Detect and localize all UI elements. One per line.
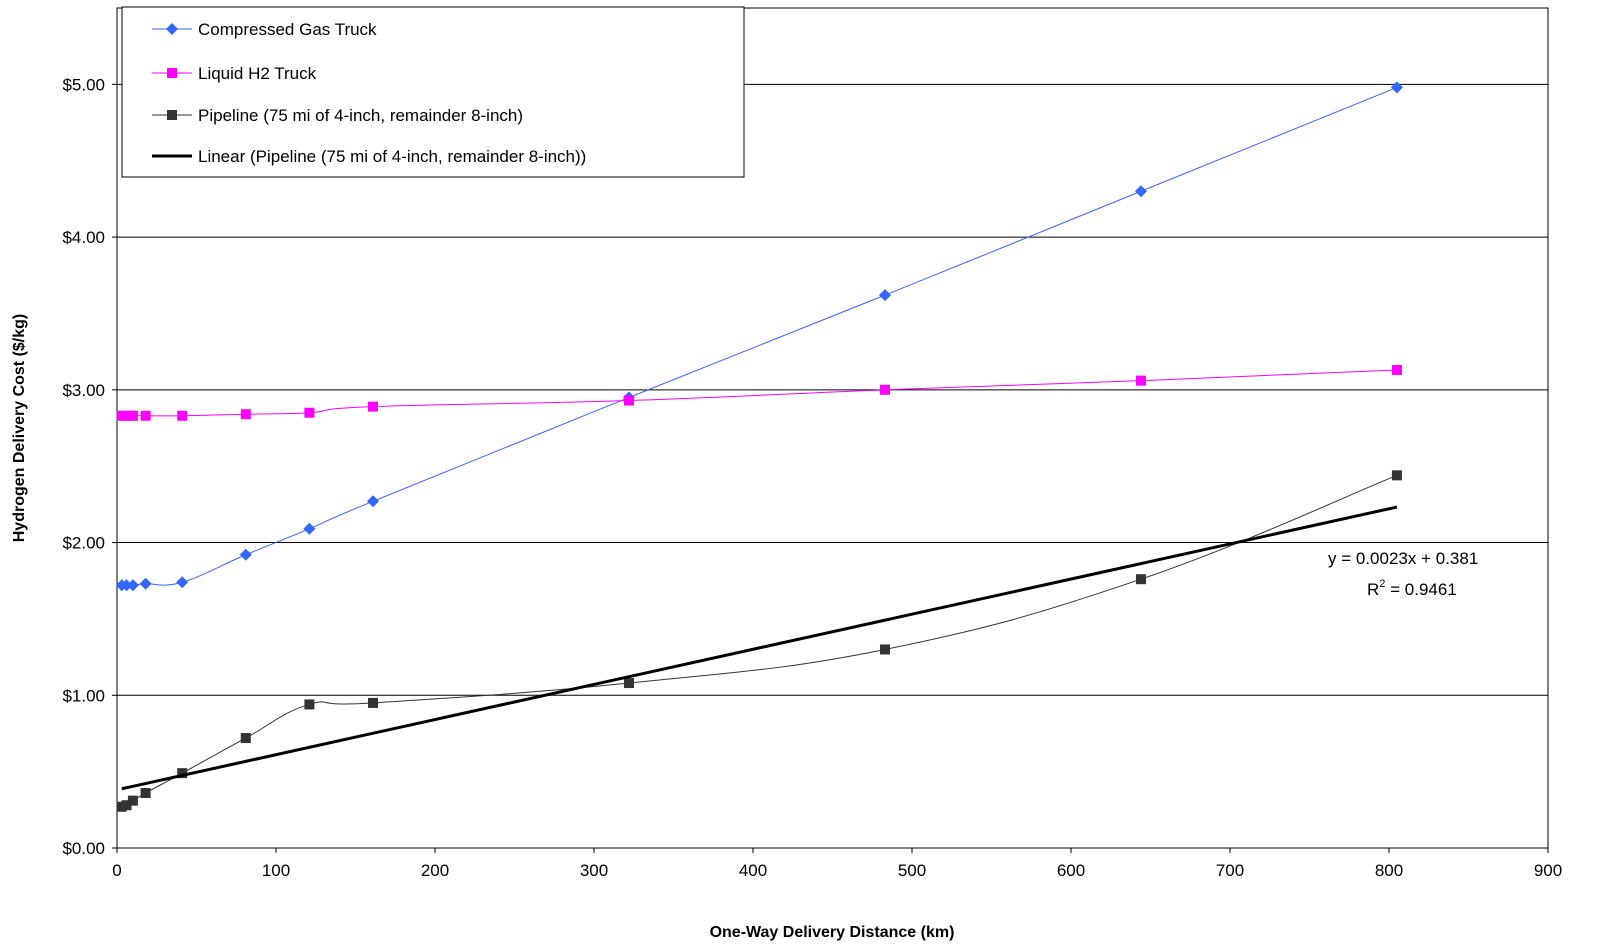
data-point bbox=[127, 795, 138, 806]
data-point bbox=[177, 410, 188, 421]
series-compressed-gas-truck bbox=[115, 81, 1403, 592]
data-point bbox=[303, 522, 316, 535]
data-point bbox=[366, 495, 379, 508]
legend-label: Linear (Pipeline (75 mi of 4-inch, remai… bbox=[198, 147, 586, 166]
series-liquid-h2-truck bbox=[116, 364, 1402, 421]
y-axis-title: Hydrogen Delivery Cost ($/kg) bbox=[11, 314, 28, 543]
data-point bbox=[239, 548, 252, 561]
y-tick-label: $1.00 bbox=[62, 686, 105, 705]
legend-item-linear-pipeline: Linear (Pipeline (75 mi of 4-inch, remai… bbox=[152, 147, 586, 166]
diamond-marker-icon bbox=[166, 23, 178, 35]
data-point bbox=[127, 410, 138, 421]
data-point bbox=[304, 407, 315, 418]
data-point bbox=[140, 410, 151, 421]
x-tick-label: 400 bbox=[739, 861, 767, 880]
trendline-equation-label: y = 0.0023x + 0.381 R2 = 0.9461 bbox=[1328, 549, 1478, 599]
data-point bbox=[1134, 185, 1147, 198]
data-point bbox=[879, 644, 890, 655]
data-point bbox=[1390, 81, 1403, 94]
series-line bbox=[121, 474, 1398, 808]
data-point bbox=[1135, 375, 1146, 386]
y-tick-label: $3.00 bbox=[62, 381, 105, 400]
data-point bbox=[304, 699, 315, 710]
legend: Compressed Gas Truck Liquid H2 Truck Pip… bbox=[121, 6, 745, 178]
data-point bbox=[1391, 364, 1402, 375]
x-tick-label: 200 bbox=[421, 861, 449, 880]
series-pipeline bbox=[116, 470, 1402, 812]
plot-area-border bbox=[116, 7, 1549, 849]
square-marker-icon bbox=[167, 110, 177, 120]
y-tick-label: $2.00 bbox=[62, 534, 105, 553]
data-point bbox=[1391, 470, 1402, 481]
data-point bbox=[1135, 574, 1146, 585]
data-point bbox=[140, 788, 151, 799]
x-tick-label: 700 bbox=[1216, 861, 1244, 880]
legend-label: Pipeline (75 mi of 4-inch, remainder 8-i… bbox=[198, 106, 523, 125]
trendline-equation: y = 0.0023x + 0.381 bbox=[1328, 549, 1478, 568]
data-point bbox=[623, 395, 634, 406]
trendline-r-squared: R2 = 0.9461 bbox=[1367, 578, 1457, 599]
legend-item-compressed-gas-truck: Compressed Gas Truck bbox=[152, 20, 377, 39]
x-axis-title: One-Way Delivery Distance (km) bbox=[710, 924, 955, 941]
data-point bbox=[878, 289, 891, 302]
series-layer bbox=[115, 81, 1403, 812]
square-marker-icon bbox=[167, 68, 177, 78]
data-point bbox=[367, 697, 378, 708]
data-point bbox=[623, 678, 634, 689]
y-tick-label: $5.00 bbox=[62, 75, 105, 94]
trendline-layer bbox=[121, 505, 1398, 791]
legend-box bbox=[121, 6, 745, 178]
y-tick-label: $0.00 bbox=[62, 839, 105, 858]
legend-label: Compressed Gas Truck bbox=[198, 20, 377, 39]
x-tick-label: 100 bbox=[262, 861, 290, 880]
data-point bbox=[126, 579, 139, 592]
data-point bbox=[139, 577, 152, 590]
data-point bbox=[367, 401, 378, 412]
data-point bbox=[176, 576, 189, 589]
data-point bbox=[120, 579, 133, 592]
x-tick-label: 600 bbox=[1057, 861, 1085, 880]
axes: $0.00 $1.00 $2.00 $3.00 $4.00 $5.00 0 100 200 300… bbox=[62, 7, 1562, 880]
x-tick-label: 800 bbox=[1375, 861, 1403, 880]
y-tick-label: $4.00 bbox=[62, 228, 105, 247]
legend-label: Liquid H2 Truck bbox=[198, 64, 317, 83]
x-tick-label: 500 bbox=[898, 861, 926, 880]
data-point bbox=[121, 410, 132, 421]
data-point bbox=[240, 733, 251, 744]
data-point bbox=[240, 409, 251, 420]
data-point bbox=[177, 768, 188, 779]
data-point bbox=[121, 800, 132, 811]
x-tick-label: 300 bbox=[580, 861, 608, 880]
legend-item-liquid-h2-truck: Liquid H2 Truck bbox=[152, 64, 317, 83]
trendline bbox=[121, 505, 1398, 791]
x-tick-label: 900 bbox=[1534, 861, 1562, 880]
data-point bbox=[879, 384, 890, 395]
x-tick-label: 0 bbox=[112, 861, 121, 880]
legend-item-pipeline: Pipeline (75 mi of 4-inch, remainder 8-i… bbox=[152, 106, 523, 125]
